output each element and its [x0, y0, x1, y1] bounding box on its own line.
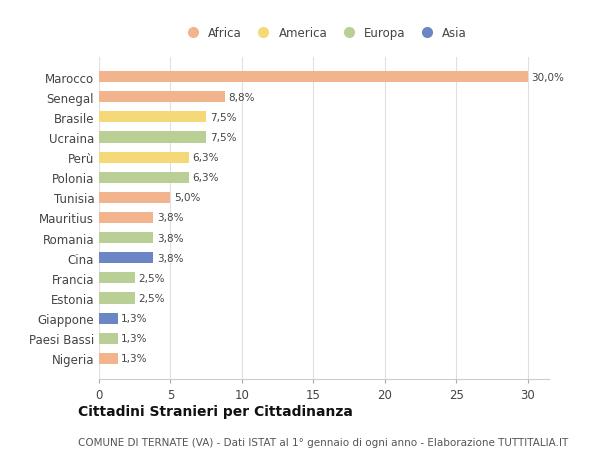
Legend: Africa, America, Europa, Asia: Africa, America, Europa, Asia: [179, 25, 469, 42]
Bar: [99, 132, 206, 143]
Bar: [99, 353, 118, 364]
Bar: [99, 152, 189, 163]
Bar: [99, 172, 189, 184]
Text: 7,5%: 7,5%: [210, 112, 236, 123]
Text: 3,8%: 3,8%: [157, 233, 184, 243]
Text: 3,8%: 3,8%: [157, 213, 184, 223]
Bar: [99, 233, 153, 244]
Bar: [99, 192, 170, 203]
Text: 3,8%: 3,8%: [157, 253, 184, 263]
Text: 2,5%: 2,5%: [138, 293, 165, 303]
Bar: [99, 333, 118, 344]
Text: 1,3%: 1,3%: [121, 334, 148, 343]
Bar: [99, 112, 206, 123]
Text: 1,3%: 1,3%: [121, 313, 148, 324]
Bar: [99, 273, 135, 284]
Text: 5,0%: 5,0%: [174, 193, 200, 203]
Text: 1,3%: 1,3%: [121, 353, 148, 364]
Text: 6,3%: 6,3%: [193, 153, 219, 163]
Text: Cittadini Stranieri per Cittadinanza: Cittadini Stranieri per Cittadinanza: [78, 404, 353, 419]
Text: 8,8%: 8,8%: [228, 93, 255, 102]
Bar: [99, 293, 135, 304]
Text: COMUNE DI TERNATE (VA) - Dati ISTAT al 1° gennaio di ogni anno - Elaborazione TU: COMUNE DI TERNATE (VA) - Dati ISTAT al 1…: [78, 437, 568, 447]
Text: 7,5%: 7,5%: [210, 133, 236, 143]
Text: 6,3%: 6,3%: [193, 173, 219, 183]
Bar: [99, 213, 153, 224]
Bar: [99, 313, 118, 324]
Bar: [99, 252, 153, 264]
Text: 30,0%: 30,0%: [531, 73, 564, 83]
Bar: [99, 92, 225, 103]
Bar: [99, 72, 527, 83]
Text: 2,5%: 2,5%: [138, 273, 165, 283]
